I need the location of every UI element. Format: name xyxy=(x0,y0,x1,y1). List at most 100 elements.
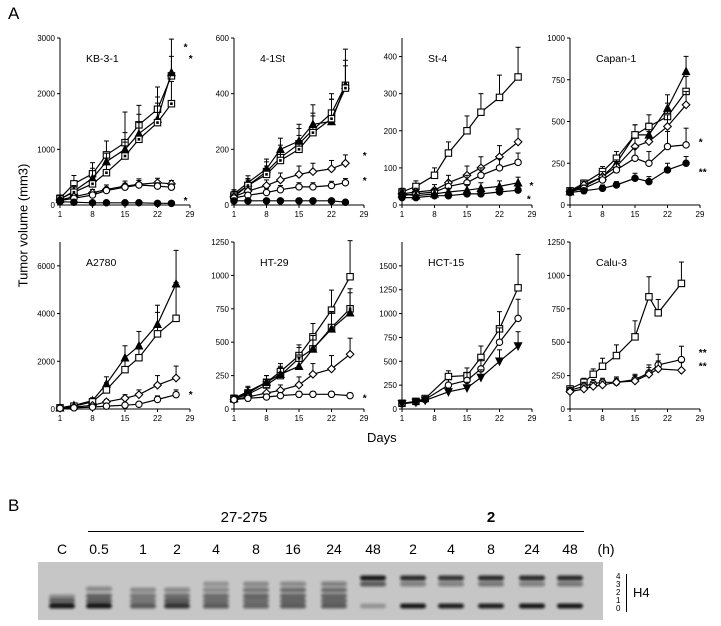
significance-marker: ** xyxy=(699,348,707,359)
data-point xyxy=(308,369,318,379)
data-point xyxy=(345,307,355,317)
gel-band xyxy=(438,575,464,581)
y-tick-label: 1000 xyxy=(547,34,565,43)
gel-band xyxy=(164,593,190,599)
x-tick-label: 29 xyxy=(360,210,369,219)
gel-band xyxy=(280,603,306,609)
gel-band xyxy=(130,598,156,604)
data-point xyxy=(430,191,439,200)
y-tick-label: 0 xyxy=(225,201,230,210)
gel-band xyxy=(400,575,426,581)
data-point xyxy=(275,369,285,379)
x-tick-label: 29 xyxy=(528,414,537,423)
x-tick-label: 22 xyxy=(495,210,504,219)
gel-band xyxy=(321,581,347,587)
y-tick-label: 0 xyxy=(393,201,398,210)
y-tick-label: 500 xyxy=(552,118,566,127)
data-point xyxy=(644,369,654,379)
data-point xyxy=(477,190,485,198)
gel-lane-label: 48 xyxy=(562,541,578,557)
data-point xyxy=(444,149,453,157)
data-point xyxy=(167,199,176,208)
data-point xyxy=(580,187,588,195)
data-point xyxy=(589,370,597,379)
data-point xyxy=(88,403,97,411)
data-point xyxy=(631,131,639,139)
data-point xyxy=(676,365,687,375)
x-tick-label: 15 xyxy=(631,414,640,423)
x-tick-label: 29 xyxy=(528,210,537,219)
data-point xyxy=(275,175,286,185)
data-point xyxy=(70,198,78,206)
data-point xyxy=(645,177,653,186)
data-point xyxy=(153,330,162,338)
data-point xyxy=(514,158,522,167)
significance-marker: * xyxy=(189,54,193,65)
data-point xyxy=(309,183,317,191)
data-point xyxy=(152,380,163,390)
data-point xyxy=(477,171,485,180)
data-point xyxy=(398,193,406,202)
chart-a2780: 0 2000 4000 6000 1 8 15 22 29 A2780 * xyxy=(37,242,195,423)
x-tick-label: 8 xyxy=(432,414,437,423)
data-point xyxy=(662,121,673,132)
data-point xyxy=(135,199,143,207)
significance-marker: * xyxy=(699,138,703,149)
data-point xyxy=(56,404,64,413)
chart-title: St-4 xyxy=(428,53,447,65)
significance-marker: * xyxy=(184,196,188,207)
band-bracket xyxy=(626,574,627,612)
gel-lane-label: 4 xyxy=(447,541,455,557)
x-tick-label: 1 xyxy=(400,414,405,423)
series-line xyxy=(569,283,682,390)
data-point xyxy=(102,386,111,394)
series-square xyxy=(56,282,180,412)
series-square xyxy=(398,253,522,408)
gel-band xyxy=(49,594,75,600)
gel-band xyxy=(360,603,386,609)
data-point xyxy=(172,390,180,399)
y-tick-label: 100 xyxy=(384,164,398,173)
gel-band xyxy=(49,598,75,604)
chart-hct-15: 0 250 500 750 1000 1250 1500 1 8 15 22 29 HCT-15 xyxy=(379,242,537,423)
gel-band xyxy=(280,598,306,604)
data-point xyxy=(513,177,523,187)
data-point xyxy=(644,136,654,147)
y-tick-label: 1000 xyxy=(379,310,397,319)
gel-band xyxy=(130,603,156,609)
y-tick-label: 250 xyxy=(552,159,566,168)
gel-band xyxy=(360,575,386,581)
y-tick-label: 0 xyxy=(561,201,566,210)
data-point xyxy=(326,323,337,333)
y-tick-label: 1250 xyxy=(379,286,397,295)
gel-band xyxy=(164,587,190,593)
data-point xyxy=(495,338,504,346)
gel-band xyxy=(243,603,269,609)
series-triangle xyxy=(565,55,691,196)
data-point xyxy=(262,197,271,205)
y-tick-label: 750 xyxy=(552,76,566,85)
x-tick-label: 29 xyxy=(696,210,705,219)
data-point xyxy=(230,395,238,404)
y-tick-label: 0 xyxy=(393,405,398,414)
gel-lane-label: 0.5 xyxy=(89,541,109,557)
y-tick-label: 1250 xyxy=(547,238,565,247)
gel-band xyxy=(203,593,229,599)
data-point xyxy=(294,380,304,390)
data-point xyxy=(645,122,653,131)
data-point xyxy=(120,393,130,403)
data-point xyxy=(495,164,504,172)
chart-title: A2780 xyxy=(86,257,117,269)
gel-band xyxy=(280,587,306,593)
y-tick-label: 0 xyxy=(51,201,56,210)
y-tick-label: 750 xyxy=(552,305,566,314)
data-point xyxy=(476,373,486,383)
data-point xyxy=(411,398,421,408)
data-point xyxy=(494,357,505,367)
data-point xyxy=(598,362,607,370)
x-tick-label: 22 xyxy=(663,210,672,219)
data-point xyxy=(327,390,336,399)
data-point xyxy=(171,373,181,383)
